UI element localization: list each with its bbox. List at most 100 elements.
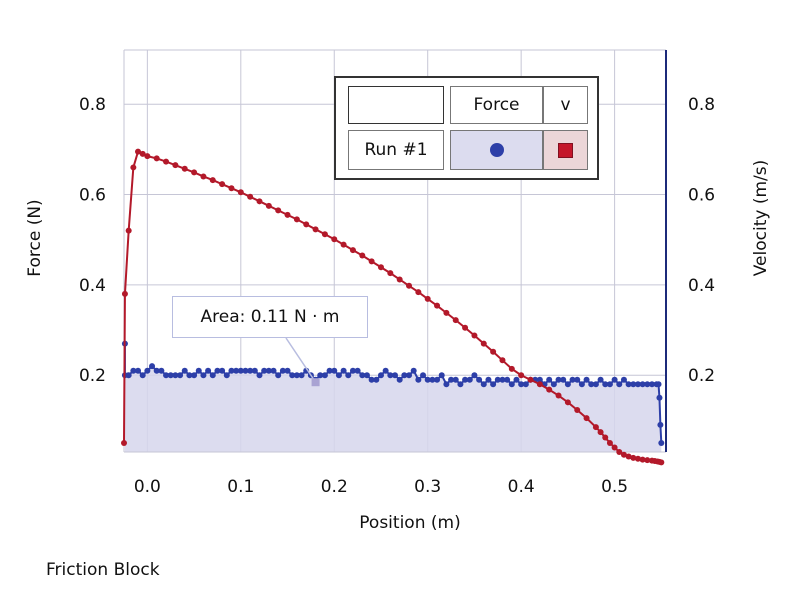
velocity-point (602, 434, 609, 441)
velocity-point (312, 226, 319, 233)
force-point (457, 381, 464, 388)
force-point (256, 372, 263, 379)
force-point (656, 394, 663, 401)
force-point (237, 367, 244, 374)
velocity-point (630, 454, 637, 461)
force-point (471, 372, 478, 379)
velocity-point (508, 365, 515, 372)
velocity-point (368, 258, 375, 265)
force-point (275, 372, 282, 379)
force-point (191, 372, 198, 379)
force-point (181, 367, 188, 374)
y-tick-label: 0.4 (79, 276, 106, 296)
force-point (144, 367, 151, 374)
velocity-point (121, 439, 127, 446)
force-point (149, 363, 156, 370)
x-tick-label: 0.4 (508, 477, 535, 497)
x-tick-label: 0.0 (134, 477, 161, 497)
force-point (228, 367, 235, 374)
velocity-point (443, 309, 450, 316)
force-point (135, 367, 142, 374)
force-point (443, 381, 450, 388)
velocity-point (583, 415, 590, 422)
y-axis-title: Force (N) (25, 199, 45, 276)
force-point (406, 372, 413, 379)
force-point (130, 367, 137, 374)
velocity-point (349, 247, 356, 254)
force-point (592, 381, 599, 388)
y2-tick-label: 0.8 (688, 95, 715, 115)
legend-header-blank (348, 86, 444, 124)
force-point (657, 421, 664, 428)
force-point (536, 376, 543, 383)
velocity-point (125, 227, 132, 234)
force-point (392, 372, 398, 379)
force-point (462, 376, 469, 383)
velocity-point (153, 155, 160, 162)
force-point (284, 367, 291, 374)
force-point (434, 376, 441, 383)
force-point (293, 372, 300, 379)
force-point (354, 367, 361, 374)
velocity-point (434, 302, 441, 309)
force-point (219, 367, 226, 374)
force-point (499, 376, 506, 383)
force-point (251, 367, 258, 374)
force-point (279, 367, 286, 374)
velocity-point (130, 164, 137, 171)
force-point (648, 381, 655, 388)
force-point (602, 381, 609, 388)
velocity-point (644, 457, 651, 464)
velocity-point (499, 357, 506, 364)
velocity-point (620, 451, 627, 458)
x-axis-title: Position (m) (359, 513, 460, 533)
force-area-fill (124, 343, 662, 452)
force-point (377, 372, 384, 379)
y-tick-label: 0.2 (79, 366, 106, 386)
annotation-anchor-marker (311, 378, 320, 387)
force-point (466, 376, 473, 383)
force-point (655, 381, 662, 388)
force-point (588, 381, 595, 388)
velocity-point (518, 372, 525, 379)
force-point (223, 372, 230, 379)
force-point (513, 376, 520, 383)
velocity-point (462, 324, 469, 331)
force-point (186, 372, 193, 379)
force-area (124, 343, 662, 452)
legend-row-label: Run #1 (348, 130, 444, 170)
force-point (368, 376, 375, 383)
velocity-point (424, 295, 431, 302)
force-point (163, 372, 170, 379)
velocity-point (209, 177, 216, 184)
force-point (167, 372, 174, 379)
force-point (630, 381, 637, 388)
velocity-point (172, 162, 179, 169)
force-point (546, 376, 553, 383)
velocity-point (387, 270, 394, 277)
velocity-point (377, 264, 384, 271)
force-point (583, 376, 590, 383)
force-point (139, 372, 146, 379)
force-point (209, 372, 216, 379)
force-point (331, 367, 338, 374)
legend-v-marker-icon (558, 142, 573, 158)
force-point (597, 376, 604, 383)
force-point (382, 367, 389, 374)
velocity-point (536, 381, 543, 388)
force-point (415, 376, 422, 383)
force-point (298, 372, 305, 379)
velocity-point (340, 241, 347, 248)
force-point (345, 372, 352, 379)
force-point (611, 376, 618, 383)
force-point (270, 367, 277, 374)
velocity-point (606, 439, 613, 446)
velocity-point (452, 317, 459, 324)
force-point (504, 376, 511, 383)
y2-tick-label: 0.2 (688, 366, 715, 386)
force-point (321, 372, 328, 379)
tick-labels: 0.0 0.1 0.2 0.3 0.4 0.5 0.2 0.4 0.6 0.8 0.2 0.4 0.6 0… (79, 95, 715, 497)
force-point (564, 381, 571, 388)
